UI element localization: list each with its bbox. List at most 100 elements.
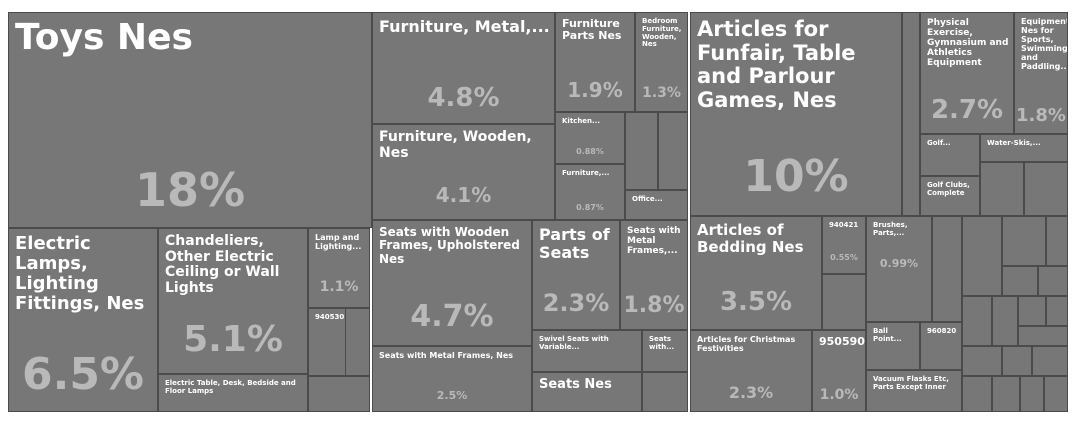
tile: Furniture, Metal,... 4.8% — [372, 12, 555, 124]
tile-label: Kitchen... — [562, 117, 601, 125]
tile-label: Electric Table, Desk, Bedside and Floor … — [165, 379, 296, 395]
tile-label: Seats Nes — [539, 377, 612, 392]
tile: Furniture,... 0.87% — [555, 164, 625, 220]
tile-value: 0.88% — [576, 147, 604, 156]
tile-label: Physical Exercise, Gymnasium and Athleti… — [927, 18, 1009, 69]
tile — [822, 274, 866, 330]
tile: Golf... — [920, 134, 980, 176]
tile: Articles of Bedding Nes 3.5% — [690, 216, 822, 330]
tile — [962, 376, 992, 412]
tile: Bedroom Furniture, Wooden, Nes 1.3% — [635, 12, 688, 112]
tile — [1046, 216, 1068, 266]
tile-label: Furniture, Wooden, Nes — [379, 129, 532, 161]
tile: Seats Nes — [532, 372, 642, 412]
tile-label: Furniture,... — [562, 169, 610, 177]
tile: Articles for Funfair, Table and Parlour … — [690, 12, 902, 216]
tile-value: 1.0% — [819, 387, 859, 403]
tile-value: 2.3% — [728, 383, 774, 402]
tile-value: 0.87% — [576, 203, 604, 212]
tile-label: Seats with... — [649, 335, 675, 351]
tile: Office... — [625, 190, 688, 220]
tile-label: Articles of Bedding Nes — [697, 221, 804, 256]
tile — [345, 308, 370, 376]
tile — [1020, 376, 1044, 412]
tile-label: Golf... — [927, 139, 951, 147]
tile-label: Water-Skis,... — [987, 139, 1041, 147]
tile-value: 1.8% — [1016, 105, 1066, 126]
tile — [1032, 346, 1068, 376]
tile-label: 940530 — [315, 313, 345, 321]
tile-value: 4.7% — [410, 299, 494, 334]
tile: Seats with Wooden Frames, Upholstered Ne… — [372, 220, 532, 346]
tile-label: Bedroom Furniture, Wooden, Nes — [642, 17, 682, 49]
tile — [992, 376, 1020, 412]
tile-label: Articles for Christmas Festivities — [697, 335, 796, 353]
tile-label: Furniture Parts Nes — [562, 17, 622, 43]
tile: 950590 1.0% — [812, 330, 866, 412]
tile-value: 3.5% — [719, 287, 793, 317]
tile: Physical Exercise, Gymnasium and Athleti… — [920, 12, 1014, 134]
tile-value: 1.8% — [623, 293, 685, 318]
tile — [902, 12, 920, 216]
tile: Ball Point... — [866, 322, 920, 370]
tile-value: 1.9% — [567, 78, 623, 102]
tile: Golf Clubs, Complete — [920, 176, 980, 216]
tile: Seats with Metal Frames,... 1.8% — [620, 220, 688, 330]
tile-value: 10% — [743, 151, 849, 202]
tile-label: Seats with Metal Frames,... — [627, 226, 681, 257]
tile-value: 2.5% — [436, 389, 468, 402]
tile — [658, 112, 688, 190]
tile: Water-Skis,... — [980, 134, 1068, 162]
tile — [1018, 326, 1068, 346]
tile: Equipment Nes for Sports, Swimming and P… — [1014, 12, 1068, 134]
tile — [308, 376, 370, 412]
tile — [1044, 376, 1068, 412]
tile — [980, 162, 1024, 216]
tile-value: 1.3% — [642, 85, 681, 101]
tile: Swivel Seats with Variable... — [532, 330, 642, 372]
tile: Electric Table, Desk, Bedside and Floor … — [158, 374, 308, 412]
tile — [1018, 296, 1046, 326]
tile — [932, 216, 962, 322]
tile: Electric Lamps, Lighting Fittings, Nes 6.… — [8, 228, 158, 412]
tile-value: 5.1% — [183, 319, 283, 360]
tile-label: Brushes, Parts,... — [873, 221, 908, 237]
tile: Furniture Parts Nes 1.9% — [555, 12, 635, 112]
tile-value: 4.1% — [435, 183, 492, 207]
tile — [1024, 162, 1068, 216]
tile: 940530 — [308, 308, 346, 376]
tile-label: Chandeliers, Other Electric Ceiling or W… — [165, 233, 280, 297]
tile-value: 6.5% — [21, 349, 145, 400]
tile-label: Lamp and Lighting... — [315, 233, 362, 251]
tile-label: Seats with Wooden Frames, Upholstered Ne… — [379, 225, 520, 266]
tile-value: 1.1% — [319, 279, 359, 295]
tile: Toys Nes 18% — [8, 12, 372, 228]
tile — [962, 346, 1002, 376]
tile: 940421 0.55% — [822, 216, 866, 274]
tile-label: Equipment Nes for Sports, Swimming and P… — [1021, 17, 1068, 71]
tile — [992, 296, 1018, 346]
tile — [1002, 346, 1032, 376]
tile-value: 2.3% — [542, 289, 610, 317]
tile: Parts of Seats 2.3% — [532, 220, 620, 330]
tile-label: Electric Lamps, Lighting Fittings, Nes — [15, 233, 145, 315]
tile — [1002, 266, 1038, 296]
tile-value: 0.99% — [879, 257, 919, 270]
tile-label: Swivel Seats with Variable... — [539, 335, 609, 351]
tile-label: Ball Point... — [873, 327, 902, 343]
tile-label: Parts of Seats — [539, 225, 610, 262]
tile — [962, 216, 1002, 296]
tile-label: Toys Nes — [15, 17, 193, 58]
tile-value: 4.8% — [427, 83, 500, 113]
tile — [1002, 216, 1046, 266]
tile-label: Furniture, Metal,... — [379, 17, 550, 36]
tile: 960820 — [920, 322, 962, 370]
tile: Chandeliers, Other Electric Ceiling or W… — [158, 228, 308, 374]
tile-label: 960820 — [927, 327, 957, 335]
tile — [625, 112, 658, 190]
tile-value: 18% — [134, 163, 246, 217]
tile-label: 940421 — [829, 221, 859, 229]
tile: Seats with... — [642, 330, 688, 372]
tile — [1046, 296, 1068, 326]
